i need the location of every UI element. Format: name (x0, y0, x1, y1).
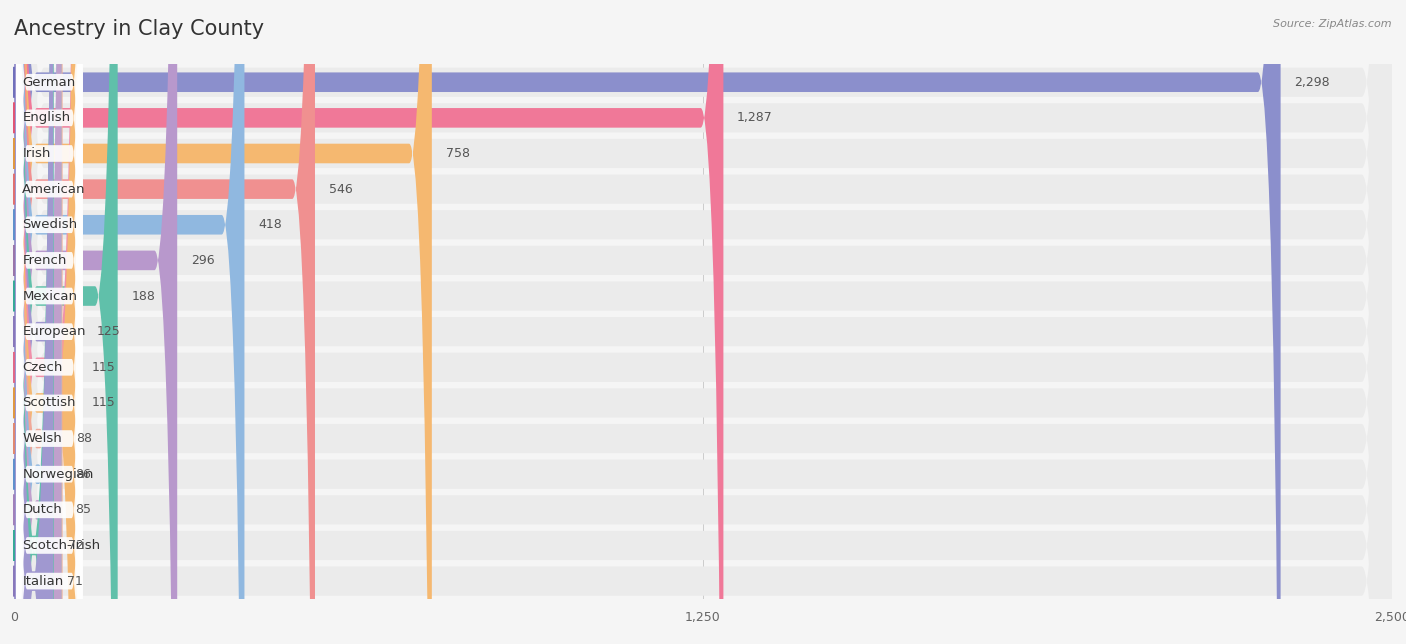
FancyBboxPatch shape (14, 0, 1392, 644)
FancyBboxPatch shape (14, 0, 118, 644)
Text: Irish: Irish (22, 147, 51, 160)
Text: Welsh: Welsh (22, 432, 62, 445)
FancyBboxPatch shape (14, 0, 1392, 644)
FancyBboxPatch shape (14, 0, 1392, 644)
Text: 85: 85 (75, 504, 90, 516)
Text: Scottish: Scottish (22, 397, 76, 410)
Text: 546: 546 (329, 183, 353, 196)
FancyBboxPatch shape (14, 0, 1392, 644)
Text: 115: 115 (91, 361, 115, 374)
Text: Scotch-Irish: Scotch-Irish (22, 539, 100, 552)
FancyBboxPatch shape (14, 0, 77, 644)
Text: English: English (22, 111, 70, 124)
Text: European: European (22, 325, 86, 338)
Text: 1,287: 1,287 (737, 111, 773, 124)
FancyBboxPatch shape (14, 0, 177, 644)
Text: Dutch: Dutch (22, 504, 62, 516)
FancyBboxPatch shape (17, 0, 83, 644)
FancyBboxPatch shape (17, 0, 83, 644)
FancyBboxPatch shape (14, 0, 1392, 644)
Text: Norwegian: Norwegian (22, 468, 94, 480)
Text: Swedish: Swedish (22, 218, 77, 231)
FancyBboxPatch shape (17, 0, 83, 644)
Text: 86: 86 (76, 468, 91, 480)
FancyBboxPatch shape (14, 0, 60, 644)
FancyBboxPatch shape (14, 0, 1392, 644)
FancyBboxPatch shape (14, 0, 724, 644)
Text: 88: 88 (76, 432, 93, 445)
FancyBboxPatch shape (14, 0, 315, 644)
Text: Source: ZipAtlas.com: Source: ZipAtlas.com (1274, 19, 1392, 30)
FancyBboxPatch shape (17, 0, 83, 644)
Text: Czech: Czech (22, 361, 63, 374)
FancyBboxPatch shape (14, 0, 1392, 644)
FancyBboxPatch shape (17, 0, 83, 644)
FancyBboxPatch shape (14, 0, 1392, 644)
Text: 2,298: 2,298 (1295, 76, 1330, 89)
FancyBboxPatch shape (14, 0, 1392, 644)
Text: Ancestry in Clay County: Ancestry in Clay County (14, 19, 264, 39)
Text: 418: 418 (259, 218, 283, 231)
FancyBboxPatch shape (14, 0, 1392, 644)
Text: 115: 115 (91, 397, 115, 410)
Text: American: American (22, 183, 86, 196)
FancyBboxPatch shape (14, 0, 77, 644)
FancyBboxPatch shape (17, 0, 83, 644)
FancyBboxPatch shape (14, 0, 245, 644)
Text: 72: 72 (67, 539, 83, 552)
FancyBboxPatch shape (17, 0, 83, 644)
Text: 758: 758 (446, 147, 470, 160)
FancyBboxPatch shape (14, 0, 62, 644)
FancyBboxPatch shape (14, 0, 83, 644)
Text: 71: 71 (67, 574, 83, 587)
FancyBboxPatch shape (17, 0, 83, 644)
Text: Mexican: Mexican (22, 290, 77, 303)
FancyBboxPatch shape (14, 0, 1392, 644)
FancyBboxPatch shape (17, 0, 83, 644)
FancyBboxPatch shape (14, 0, 1392, 644)
FancyBboxPatch shape (17, 0, 83, 644)
Text: 188: 188 (131, 290, 155, 303)
FancyBboxPatch shape (17, 0, 83, 644)
Text: 125: 125 (97, 325, 121, 338)
FancyBboxPatch shape (14, 0, 62, 644)
FancyBboxPatch shape (17, 0, 83, 644)
FancyBboxPatch shape (14, 0, 1392, 644)
Text: French: French (22, 254, 66, 267)
FancyBboxPatch shape (14, 0, 53, 644)
FancyBboxPatch shape (14, 0, 432, 644)
FancyBboxPatch shape (14, 0, 53, 644)
Text: 296: 296 (191, 254, 215, 267)
FancyBboxPatch shape (17, 0, 83, 644)
FancyBboxPatch shape (14, 0, 1281, 644)
Text: Italian: Italian (22, 574, 63, 587)
Text: German: German (22, 76, 76, 89)
FancyBboxPatch shape (14, 0, 1392, 644)
FancyBboxPatch shape (17, 0, 83, 644)
FancyBboxPatch shape (17, 0, 83, 644)
FancyBboxPatch shape (14, 0, 1392, 644)
